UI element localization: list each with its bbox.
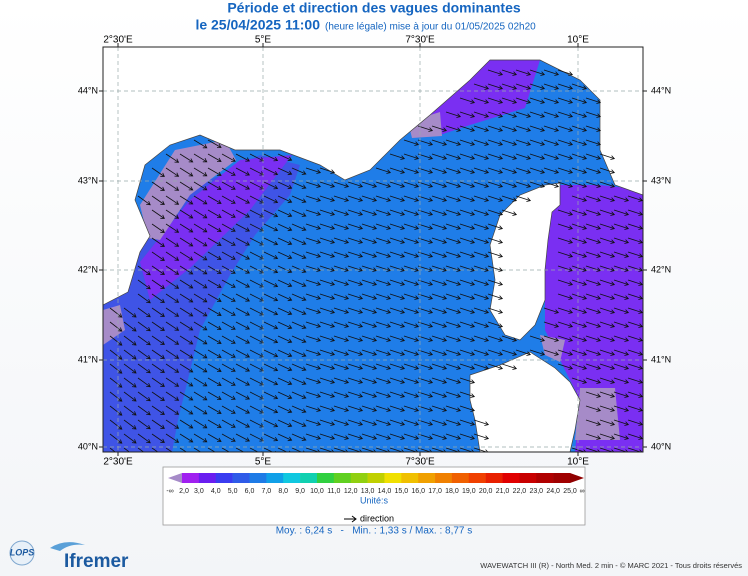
lon-label: 7°30'E [405,35,435,46]
credits: WAVEWATCH III (R) - North Med. 2 min - ©… [480,561,742,570]
date: le 25/04/2025 11:00 [195,17,320,33]
colorbar-segment [266,473,284,483]
colorbar-segment [451,473,470,483]
colorbar-label: 16,0 [411,488,425,495]
sea-zone [425,60,540,135]
lat-label: 43°N [651,175,671,185]
sea-zone [140,155,292,300]
colorbar-segment [384,473,402,483]
colorbar-label: 25,0 [563,488,577,495]
sea-zone [575,388,620,440]
colorbar-label: 15,0 [394,488,408,495]
colorbar: -∞ 2,0 3,0 4,0 5,0 6,0 7,0 8,0 9,0 10,0 11,0 12,0 13… [166,473,585,495]
lat-label: 44°N [651,85,671,95]
colorbar-label: 9,0 [295,488,305,495]
direction-arrows [109,69,643,452]
colorbar-label: 13,0 [361,488,375,495]
colorbar-segment [435,473,453,483]
land-sardinia [469,351,581,452]
colorbar-segment [553,473,571,483]
colorbar-segment [536,473,554,483]
map [103,47,643,452]
ifremer-mark [50,542,85,551]
sea-zone [545,185,643,452]
colorbar-label: ∞ [580,488,585,495]
colorbar-label: 22,0 [513,488,527,495]
ifremer-text: Ifremer [64,551,129,572]
axes: 2°30'E 2°30'E 5°E 5°E 7°30'E 7°30'E 10°E 10°E 44… [78,35,671,468]
lat-label: 44°N [78,85,98,95]
colorbar-label: 18,0 [445,488,459,495]
colorbar-segment [350,473,368,483]
lon-label: 2°30'E [103,457,133,468]
lat-label: 40°N [651,441,671,451]
stats: Moy. : 6,24 s - Min. : 1,33 s / Max. : 8… [276,526,473,537]
land-mainland [103,47,643,306]
colorbar-segment [519,473,537,483]
colorbar-segment [215,473,233,483]
sea-zone [408,112,442,138]
colorbar-segment [401,473,419,483]
colorbar-segment [283,473,301,483]
lon-label: 10°E [567,35,589,46]
colorbar-label: 11,0 [327,488,340,495]
colorbar-label: 21,0 [496,488,510,495]
colorbar-segment [249,473,267,483]
colorbar-label: -∞ [166,488,173,495]
direction-arrow [344,515,357,523]
lops-text: LOPS [10,547,35,557]
colorbar-end [570,473,584,483]
colorbar-segment [198,473,217,483]
lat-label: 43°N [78,175,98,185]
update-note: (heure légale) mise à jour du 01/05/2025… [325,22,536,33]
lat-label: 40°N [78,441,98,451]
lon-label: 7°30'E [405,457,435,468]
colorbar-segment [502,473,520,483]
colorbar-segment [367,473,385,483]
colorbar-label: 12,0 [344,488,358,495]
lon-label: 2°30'E [103,35,133,46]
colorbar-label: 4,0 [211,488,221,495]
direction-label: direction [360,513,394,523]
land-corsica [489,182,561,341]
colorbar-label: 3,0 [194,488,204,495]
lon-label: 5°E [255,35,272,46]
colorbar-label: 8,0 [278,488,288,495]
colorbar-segment [182,473,200,483]
colorbar-label: 14,0 [378,488,392,495]
colorbar-end [168,473,182,483]
colorbar-label: 2,0 [179,488,189,495]
lat-label: 41°N [651,354,671,364]
colorbar-segment [333,473,351,483]
colorbar-label: 5,0 [228,488,238,495]
sea [103,60,643,452]
colorbar-label: 7,0 [261,488,271,495]
colorbar-segment [485,473,503,483]
lat-label: 42°N [651,264,671,274]
colorbar-label: 19,0 [462,488,476,495]
colorbar-segment [232,473,250,483]
lon-label: 5°E [255,457,272,468]
sea-zone [540,335,565,362]
colorbar-segment [300,473,318,483]
lon-label: 10°E [567,457,589,468]
sea-zone [140,140,236,240]
unit-label: Unité:s [360,495,389,505]
colorbar-label: 10,0 [310,488,324,495]
colorbar-segment [418,473,436,483]
lops-logo [9,540,35,566]
colorbar-label: 24,0 [546,488,560,495]
lat-label: 41°N [78,354,98,364]
colorbar-label: 17,0 [428,488,442,495]
colorbar-label: 23,0 [529,488,543,495]
colorbar-segment [468,473,486,483]
title: Période et direction des vagues dominant… [227,0,521,16]
colorbar-segment [316,473,335,483]
colorbar-label: 6,0 [245,488,255,495]
colorbar-label: 20,0 [479,488,493,495]
map-frame [102,46,644,453]
lat-label: 42°N [78,264,98,274]
